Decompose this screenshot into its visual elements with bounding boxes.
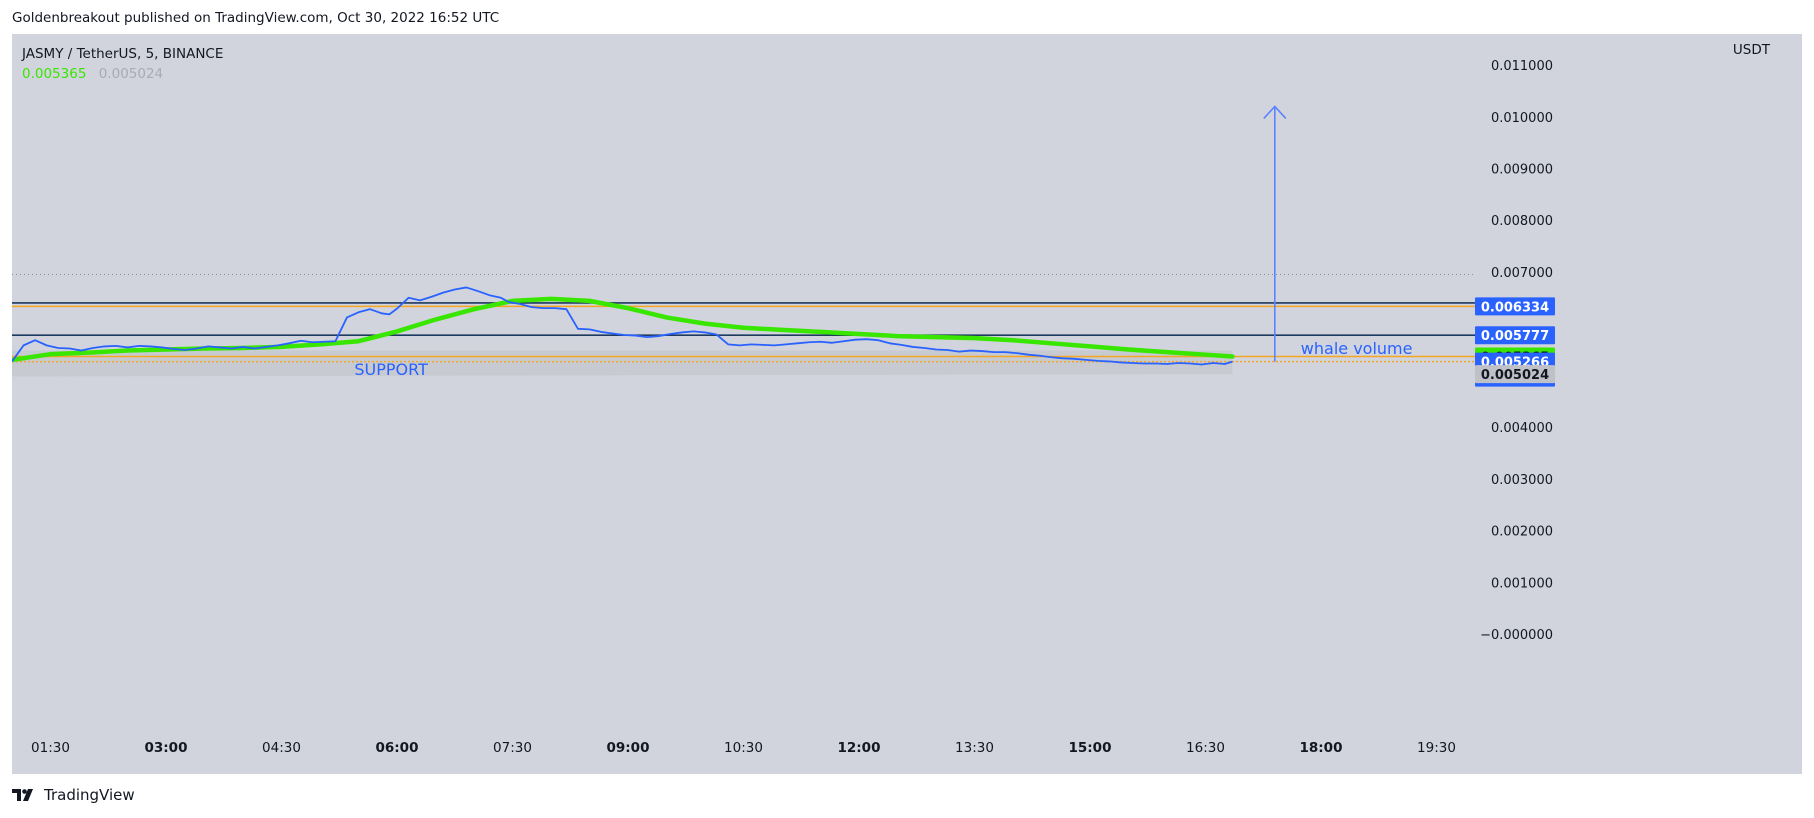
x-tick-label: 13:30 <box>955 740 994 756</box>
plot-background <box>12 34 1475 774</box>
x-tick-label: 18:00 <box>1300 740 1343 756</box>
price-axis <box>1475 34 1563 774</box>
arrow-head <box>1263 105 1287 119</box>
x-tick-label: 01:30 <box>31 740 70 756</box>
price-tag-bg <box>1475 365 1555 384</box>
y-tick-label: 0.011000 <box>1491 59 1553 74</box>
publisher-line: Goldenbreakout published on TradingView.… <box>12 10 500 26</box>
ma-slow-value: 0.005024 <box>98 66 164 82</box>
y-tick-label: 0.002000 <box>1491 525 1553 540</box>
x-tick-label: 12:00 <box>838 740 881 756</box>
y-tick-label: 0.008000 <box>1491 214 1553 229</box>
price-line <box>12 286 1233 366</box>
tradingview-logo-icon <box>12 789 33 801</box>
whale-volume-annotation: whale volume <box>1300 338 1413 358</box>
price-tag-bg <box>1475 326 1555 345</box>
chart-plot[interactable]: 0.011000 0.010000 0.009000 0.008000 0.007000… <box>12 34 1802 774</box>
x-tick-label: 19:30 <box>1417 740 1456 756</box>
ma-fast-value: 0.005365 <box>22 66 87 82</box>
support-annotation: SUPPORT <box>354 359 428 379</box>
price-tag-label: 0.005024 <box>1481 368 1549 383</box>
y-tick-label: −0.000000 <box>1480 628 1553 643</box>
ma-slow-band <box>12 350 1233 377</box>
x-tick-label: 04:30 <box>262 740 301 756</box>
ma-legend-values: 0.005365 0.005024 <box>22 66 163 82</box>
y-tick-label: 0.007000 <box>1491 266 1553 281</box>
ma-fast-line <box>12 296 1235 363</box>
price-tag-bg <box>1475 297 1555 316</box>
x-tick-label: 10:30 <box>724 740 763 756</box>
x-tick-label: 09:00 <box>607 740 650 756</box>
footer-brand[interactable]: TradingView <box>12 786 135 804</box>
symbol-title: JASMY / TetherUS, 5, BINANCE <box>22 46 224 62</box>
y-tick-label: 0.003000 <box>1491 473 1553 488</box>
y-tick-label: 0.001000 <box>1491 576 1553 591</box>
x-tick-label: 06:00 <box>376 740 419 756</box>
price-axis-unit[interactable]: USDT <box>1732 42 1770 58</box>
y-tick-label: 0.004000 <box>1491 421 1553 436</box>
chart-area[interactable]: 0.011000 0.010000 0.009000 0.008000 0.007000… <box>12 34 1802 774</box>
x-tick-label: 07:30 <box>493 740 532 756</box>
y-tick-label: 0.009000 <box>1491 162 1553 177</box>
footer-brand-label: TradingView <box>44 786 135 804</box>
x-tick-label: 16:30 <box>1186 740 1225 756</box>
price-tag-label: 0.006334 <box>1481 300 1549 315</box>
x-tick-label: 03:00 <box>145 740 188 756</box>
y-tick-label: 0.010000 <box>1491 111 1553 126</box>
x-tick-label: 15:00 <box>1069 740 1112 756</box>
price-tag-label: 0.005777 <box>1481 329 1549 344</box>
